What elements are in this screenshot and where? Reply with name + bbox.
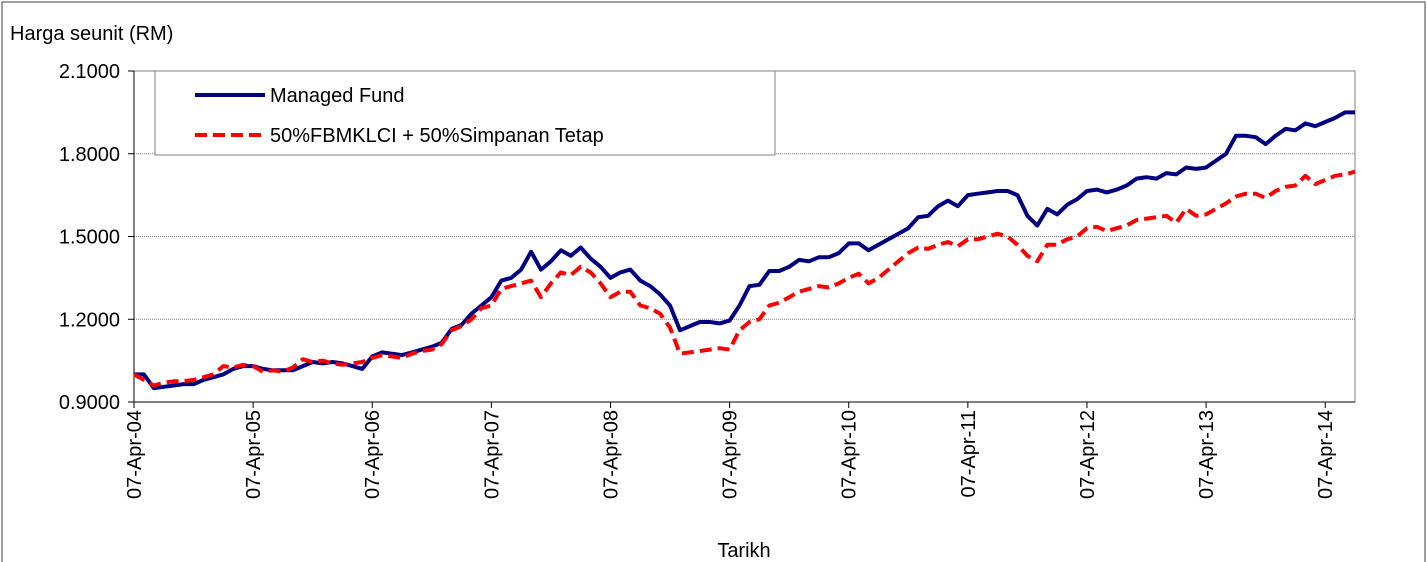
- y-tick-label: 0.9000: [59, 392, 120, 414]
- legend-box: [154, 70, 776, 156]
- legend-label: Managed Fund: [270, 85, 405, 107]
- x-tick-label: 07-Apr-11: [958, 410, 980, 497]
- x-tick-label: 07-Apr-14: [1315, 410, 1337, 499]
- x-tick-label: 07-Apr-12: [1077, 410, 1099, 499]
- x-tick-label: 07-Apr-07: [481, 410, 503, 499]
- x-axis-label: Tarikh: [717, 540, 770, 562]
- x-tick-label: 07-Apr-06: [362, 410, 384, 499]
- x-tick-label: 07-Apr-04: [124, 410, 146, 499]
- y-tick-label: 1.5000: [59, 227, 120, 249]
- x-tick-label: 07-Apr-05: [243, 410, 265, 499]
- y-tick-label: 2.1000: [59, 61, 120, 83]
- legend-label: 50%FBMKLCI + 50%Simpanan Tetap: [270, 125, 604, 147]
- y-tick-label: 1.2000: [59, 309, 120, 331]
- x-tick-label: 07-Apr-10: [839, 410, 861, 499]
- x-tick-label: 07-Apr-08: [600, 410, 622, 499]
- y-tick-label: 1.8000: [59, 144, 120, 166]
- series-line: [133, 169, 1356, 388]
- y-axis-label: Harga seunit (RM): [10, 23, 173, 45]
- x-tick-label: 07-Apr-09: [720, 410, 742, 499]
- x-tick-label: 07-Apr-13: [1196, 410, 1218, 499]
